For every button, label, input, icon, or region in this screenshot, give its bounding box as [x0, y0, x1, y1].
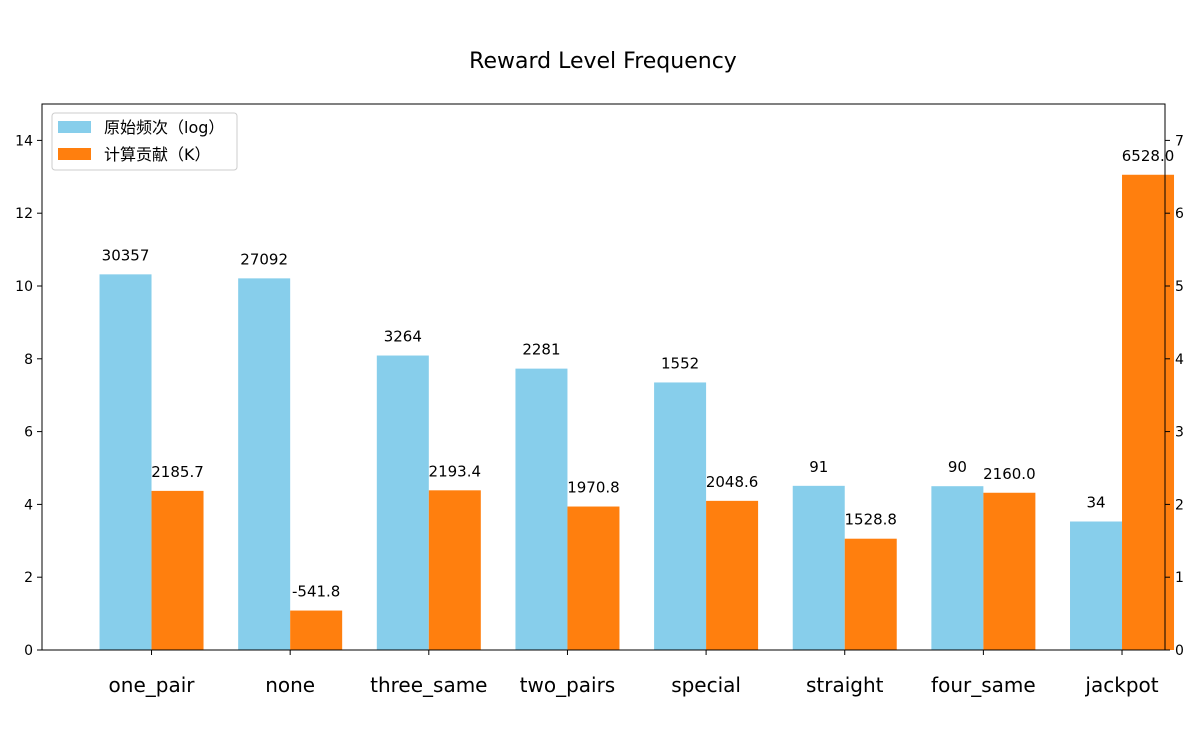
right-tick-label: 6	[1175, 206, 1184, 222]
x-tick-label-two_pairs: two_pairs	[520, 673, 616, 697]
bar-frequency-four_same	[931, 486, 984, 650]
x-axis: one_pair none three_same two_pairs special st…	[109, 650, 1159, 697]
data-label-contribution-one_pair: 2185.7	[151, 463, 204, 481]
legend-box	[51, 112, 238, 171]
bar-frequency-jackpot	[1070, 521, 1123, 650]
legend-label-series-2: 计算贡献（K）	[104, 145, 211, 164]
right-tick-label: 2	[1175, 497, 1184, 513]
left-tick-label: 12	[15, 206, 33, 222]
bar-frequency-none	[238, 278, 291, 650]
right-axis: 0 1 2 3 4 5 6 7	[1165, 133, 1184, 659]
bar-contribution-special	[706, 500, 759, 650]
bar-contribution-straight	[844, 538, 897, 650]
data-label-contribution-straight: 1528.8	[844, 511, 897, 529]
legend-label-series-1: 原始频次（log）	[104, 118, 224, 137]
bar-contribution-four_same	[983, 492, 1036, 650]
right-tick-label: 7	[1175, 133, 1184, 149]
data-label-frequency-four_same: 90	[948, 458, 967, 476]
data-labels-layer: 30357 2185.7 27092 -541.8 3264 2193.4 2281 1970…	[102, 147, 1175, 601]
data-label-frequency-three_same: 3264	[384, 328, 422, 346]
data-label-contribution-three_same: 2193.4	[429, 462, 482, 480]
right-tick-label: 4	[1175, 352, 1184, 368]
bar-contribution-one_pair	[151, 490, 204, 650]
data-label-contribution-special: 2048.6	[706, 473, 759, 491]
plot-frame	[41, 103, 1166, 651]
x-tick-label-four_same: four_same	[931, 673, 1036, 697]
left-tick-label: 14	[15, 133, 33, 149]
left-tick-label: 10	[15, 279, 33, 295]
legend-swatch-series-2	[58, 148, 91, 160]
bar-frequency-two_pairs	[515, 368, 568, 650]
data-label-frequency-straight: 91	[809, 458, 828, 476]
x-tick-label-straight: straight	[806, 673, 884, 697]
data-label-frequency-one_pair: 30357	[102, 246, 150, 264]
chart-title: Reward Level Frequency	[469, 49, 737, 74]
data-label-contribution-two_pairs: 1970.8	[567, 479, 620, 497]
left-tick-label: 8	[24, 352, 33, 368]
x-tick-label-one_pair: one_pair	[109, 673, 196, 697]
right-tick-label: 1	[1175, 570, 1184, 586]
left-axis: 0 2 4 6 8 10 12 14	[15, 133, 42, 659]
right-tick-label: 5	[1175, 279, 1184, 295]
bar-frequency-three_same	[376, 355, 429, 650]
x-tick-label-three_same: three_same	[370, 673, 487, 697]
bar-frequency-special	[654, 382, 707, 650]
x-tick-label-none: none	[265, 673, 315, 697]
data-label-frequency-none: 27092	[240, 250, 288, 268]
data-label-frequency-special: 1552	[661, 354, 699, 372]
bar-frequency-one_pair	[99, 274, 152, 650]
bar-contribution-three_same	[428, 490, 481, 650]
right-tick-label: 0	[1175, 643, 1184, 659]
left-tick-label: 4	[24, 497, 33, 513]
left-tick-label: 6	[24, 425, 33, 441]
legend: 原始频次（log） 计算贡献（K）	[51, 112, 238, 171]
left-tick-label: 0	[24, 643, 33, 659]
data-label-contribution-four_same: 2160.0	[983, 465, 1036, 483]
bar-contribution-jackpot	[1122, 174, 1175, 650]
x-tick-label-jackpot: jackpot	[1084, 673, 1158, 697]
data-label-contribution-jackpot: 6528.0	[1122, 147, 1175, 165]
legend-swatch-series-1	[58, 121, 91, 133]
x-tick-label-special: special	[671, 673, 741, 697]
bar-frequency-straight	[792, 485, 845, 650]
left-tick-label: 2	[24, 570, 33, 586]
data-label-contribution-none: -541.8	[292, 583, 340, 601]
data-label-frequency-jackpot: 34	[1086, 494, 1105, 512]
bars-layer	[99, 174, 1175, 650]
right-tick-label: 3	[1175, 425, 1184, 441]
bar-contribution-two_pairs	[567, 506, 620, 650]
data-label-frequency-two_pairs: 2281	[522, 341, 560, 359]
bar-contribution-none	[290, 610, 343, 650]
